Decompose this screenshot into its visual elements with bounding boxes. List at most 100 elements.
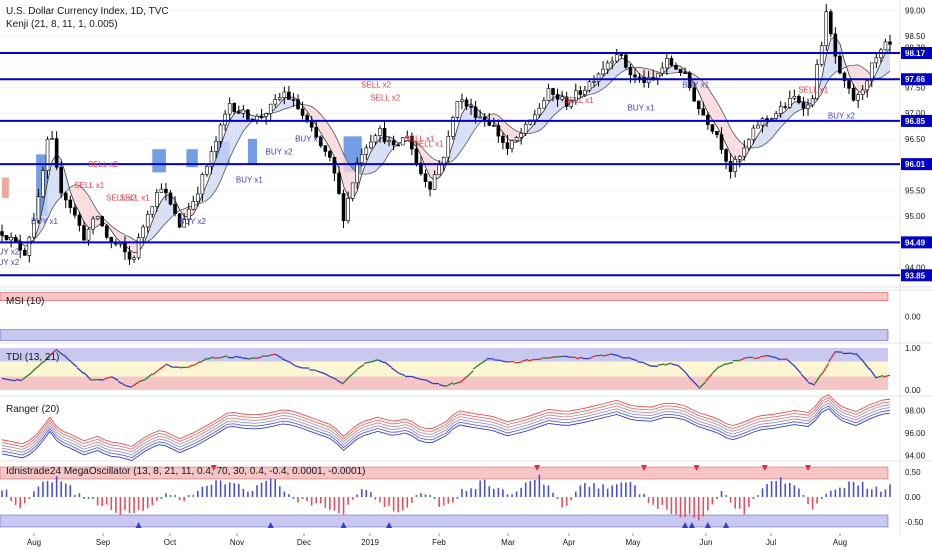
signal-zone-box — [247, 138, 258, 165]
price-level-tag — [901, 73, 932, 86]
tdi-line-segment — [876, 374, 884, 379]
candle-body — [687, 72, 692, 88]
tdi-line-segment — [268, 353, 276, 357]
candle-body — [100, 216, 104, 227]
candle-body — [842, 72, 847, 81]
candle — [510, 139, 514, 153]
ma-ribbon-segment — [507, 124, 513, 143]
tdi-line-segment — [630, 357, 638, 362]
candle-body — [73, 207, 77, 216]
candle-body — [683, 72, 687, 75]
candle — [423, 169, 428, 188]
candle — [505, 134, 510, 156]
osc-tick-label: 0.50 — [905, 468, 921, 477]
ma-ribbon-segment — [616, 58, 622, 77]
candle — [18, 234, 23, 259]
candle — [514, 135, 519, 142]
candle — [155, 188, 159, 213]
candle — [45, 136, 50, 179]
candle — [865, 78, 870, 98]
candle — [282, 86, 287, 105]
candle — [742, 140, 747, 161]
osc-buy-marker — [704, 522, 711, 528]
candle-body — [747, 139, 751, 149]
candle — [50, 130, 54, 140]
price-level-label: 93.85 — [905, 271, 926, 280]
candle-body — [614, 54, 619, 62]
candle — [186, 202, 191, 226]
candle-body — [464, 99, 469, 107]
osc-upper-zone — [0, 466, 889, 480]
tdi-line-segment — [425, 379, 433, 384]
ma-ribbon-segment — [225, 120, 230, 170]
ma-ribbon-segment — [767, 120, 772, 143]
candle-body — [241, 109, 246, 114]
candle — [747, 138, 751, 151]
candle-body — [742, 147, 747, 157]
candle — [387, 137, 391, 147]
candle — [710, 124, 715, 135]
candle-body — [378, 128, 382, 136]
tdi-line-segment — [445, 382, 454, 387]
candle — [660, 62, 665, 77]
candle-body — [259, 115, 264, 118]
candle-body — [869, 62, 874, 82]
candle — [350, 182, 355, 202]
candle-body — [400, 137, 405, 146]
tdi-line-segment — [288, 360, 297, 367]
candle — [460, 93, 464, 110]
osc-buy-marker — [688, 522, 695, 528]
candle-body — [145, 214, 150, 228]
ma-ribbon-segment — [757, 127, 763, 148]
candle — [478, 109, 482, 119]
candle — [200, 172, 205, 202]
candle-body — [246, 109, 250, 120]
candle — [419, 156, 423, 176]
candle — [196, 186, 200, 207]
buy-signal-label: BUY x1 — [628, 104, 656, 113]
tdi-line-segment — [15, 378, 23, 382]
candle-body — [91, 218, 95, 230]
candle-body — [546, 88, 551, 101]
ma-ribbon-segment — [275, 103, 280, 113]
candle — [833, 27, 838, 64]
ma-ribbon-segment — [229, 113, 235, 159]
ma-ribbon-segment — [279, 98, 285, 111]
tdi-line-segment — [821, 363, 830, 375]
candle — [95, 215, 100, 221]
candle-body — [314, 126, 319, 138]
tdi-line-segment — [104, 376, 112, 380]
buy-signal-label: BUY x1 — [682, 80, 710, 89]
ma-ribbon-segment — [530, 123, 535, 134]
candle — [624, 52, 628, 70]
osc-buy-marker — [386, 522, 393, 528]
ranger-pane-title: Ranger (20) — [6, 404, 59, 415]
candle — [132, 255, 136, 263]
candle-body — [373, 135, 378, 143]
tdi-line-segment — [814, 373, 823, 385]
candle-body — [455, 101, 460, 118]
candle-body — [82, 225, 86, 241]
candle — [168, 190, 173, 206]
tdi-line-segment — [329, 375, 337, 381]
candle — [396, 143, 400, 147]
candle-body — [633, 74, 637, 78]
candle-body — [318, 136, 323, 146]
candle-body — [674, 64, 678, 70]
candle — [819, 41, 824, 67]
candle-body — [45, 138, 50, 171]
indicator-panes[interactable] — [0, 292, 891, 528]
ma-ribbon-segment — [152, 210, 157, 239]
ma-ribbon-segment — [79, 185, 84, 223]
tdi-mid-zone — [0, 361, 888, 377]
tdi-line-segment — [589, 354, 597, 359]
candle-body — [560, 96, 564, 100]
candle-body — [860, 89, 865, 95]
candle-body — [537, 107, 542, 116]
candle — [296, 94, 300, 111]
candle — [523, 121, 528, 136]
candle-body — [783, 106, 788, 108]
candle — [259, 108, 264, 120]
